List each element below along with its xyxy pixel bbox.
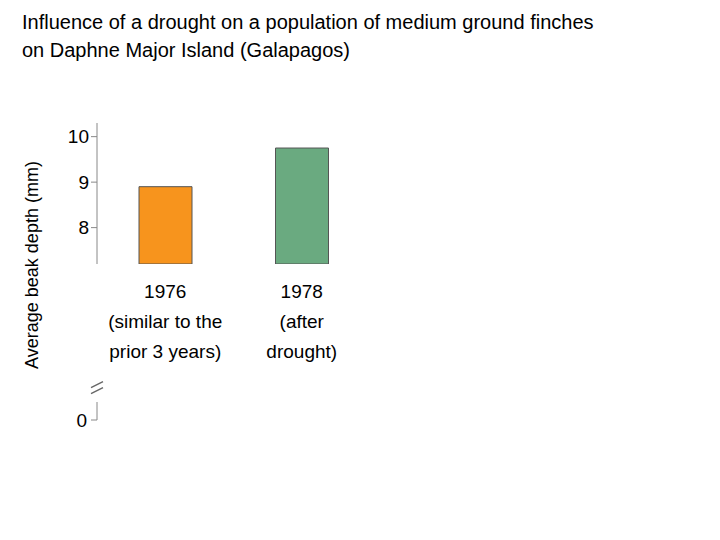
html-text:Average beak depth (mm): Average beak depth (mm) [21, 161, 42, 369]
svg-text:9: 9 [78, 172, 89, 193]
html-text:Influence of a drought on a po: Influence of a drought on a population o… [22, 11, 594, 33]
svg-text:10: 10 [68, 126, 89, 147]
svg-text:1976(similar to theprior 3 yea: 1976(similar to theprior 3 years) [108, 281, 222, 362]
svg-text:0: 0 [76, 410, 87, 431]
svg-text:1978(afterdrought): 1978(afterdrought) [266, 281, 337, 362]
svg-text:8: 8 [78, 217, 89, 238]
html-text:on Daphne Major Island (Galapa: on Daphne Major Island (Galapagos) [22, 39, 350, 61]
